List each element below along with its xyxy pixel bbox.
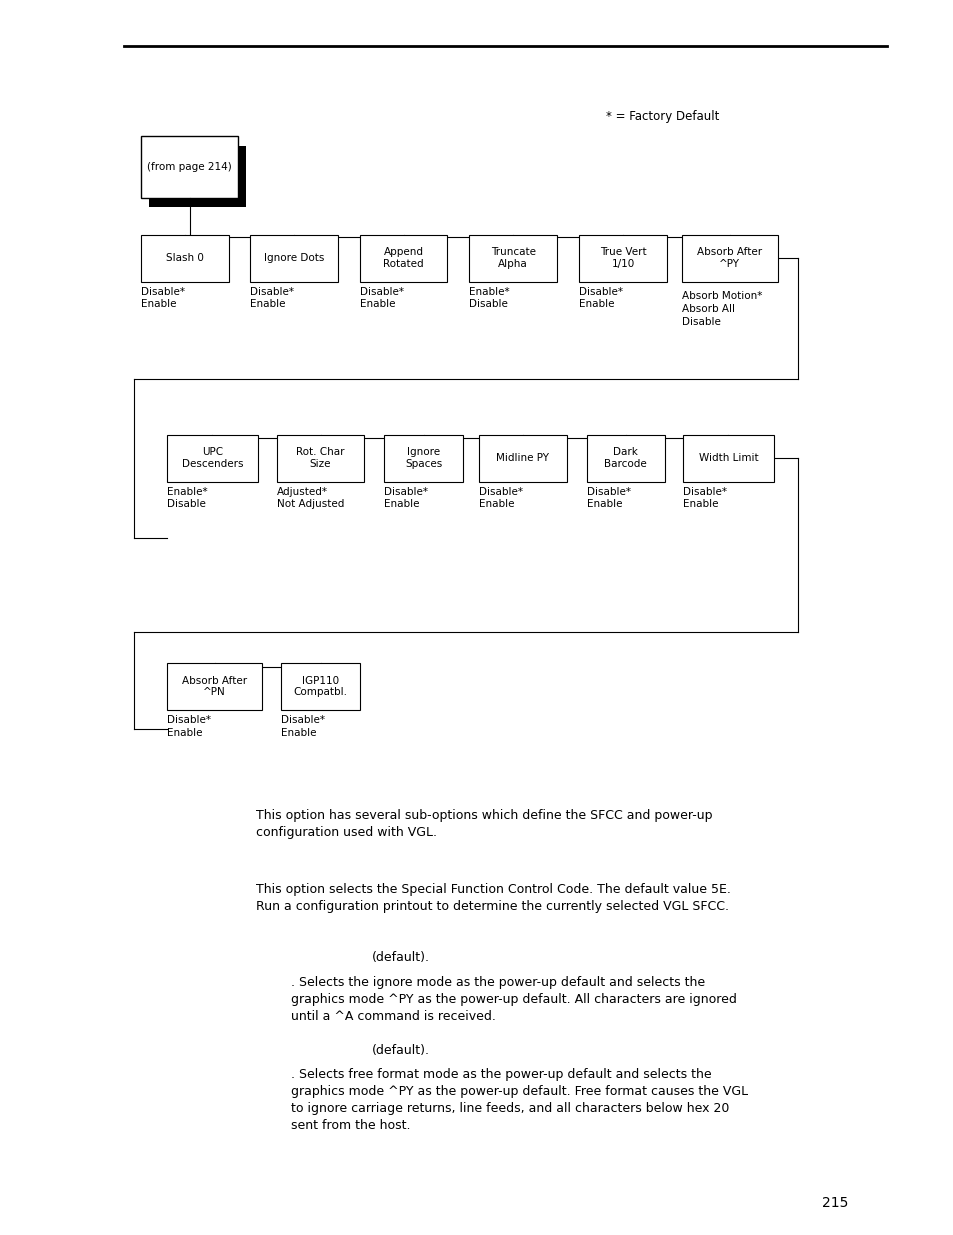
FancyBboxPatch shape <box>167 663 262 710</box>
Text: True Vert
1/10: True Vert 1/10 <box>599 247 645 269</box>
Text: Disable*
Enable: Disable* Enable <box>359 287 403 309</box>
Text: Disable*
Enable: Disable* Enable <box>281 715 325 737</box>
Text: (default).: (default). <box>372 1044 430 1057</box>
Text: Adjusted*
Not Adjusted: Adjusted* Not Adjusted <box>276 487 344 509</box>
Text: UPC
Descenders: UPC Descenders <box>181 447 243 469</box>
FancyBboxPatch shape <box>578 235 666 282</box>
Text: Absorb After
^PY: Absorb After ^PY <box>697 247 761 269</box>
Text: Ignore Dots: Ignore Dots <box>263 253 324 263</box>
Text: Truncate
Alpha: Truncate Alpha <box>490 247 536 269</box>
FancyBboxPatch shape <box>681 235 777 282</box>
Text: Disable*
Enable: Disable* Enable <box>384 487 428 509</box>
Text: This option has several sub-options which define the SFCC and power-up
configura: This option has several sub-options whic… <box>255 809 712 839</box>
FancyBboxPatch shape <box>469 235 557 282</box>
Text: Enable*
Disable: Enable* Disable <box>469 287 510 309</box>
FancyBboxPatch shape <box>141 235 229 282</box>
Text: Append
Rotated: Append Rotated <box>383 247 423 269</box>
Text: (default).: (default). <box>372 951 430 965</box>
FancyBboxPatch shape <box>276 435 364 482</box>
Text: (from page 214): (from page 214) <box>148 162 232 172</box>
Text: * = Factory Default: * = Factory Default <box>605 110 719 122</box>
Text: . Selects free format mode as the power-up default and selects the
graphics mode: . Selects free format mode as the power-… <box>291 1068 747 1132</box>
Text: Slash 0: Slash 0 <box>166 253 204 263</box>
FancyBboxPatch shape <box>478 435 566 482</box>
Text: IGP110
Compatbl.: IGP110 Compatbl. <box>294 676 347 698</box>
Text: Rot. Char
Size: Rot. Char Size <box>296 447 344 469</box>
FancyBboxPatch shape <box>281 663 359 710</box>
Text: . Selects the ignore mode as the power-up default and selects the
graphics mode : . Selects the ignore mode as the power-u… <box>291 976 736 1023</box>
FancyBboxPatch shape <box>384 435 462 482</box>
Text: Disable*
Enable: Disable* Enable <box>167 715 211 737</box>
Text: Disable*
Enable: Disable* Enable <box>682 487 726 509</box>
Text: 215: 215 <box>821 1195 848 1210</box>
Text: Absorb Motion*
Absorb All
Disable: Absorb Motion* Absorb All Disable <box>681 291 761 327</box>
Text: Width Limit: Width Limit <box>698 453 758 463</box>
Text: Midline PY: Midline PY <box>496 453 549 463</box>
Text: Absorb After
^PN: Absorb After ^PN <box>182 676 247 698</box>
Text: Dark
Barcode: Dark Barcode <box>604 447 646 469</box>
FancyBboxPatch shape <box>682 435 773 482</box>
FancyBboxPatch shape <box>359 235 447 282</box>
Text: Enable*
Disable: Enable* Disable <box>167 487 208 509</box>
Text: Disable*
Enable: Disable* Enable <box>250 287 294 309</box>
FancyBboxPatch shape <box>586 435 664 482</box>
Text: Disable*
Enable: Disable* Enable <box>586 487 630 509</box>
Text: Disable*
Enable: Disable* Enable <box>141 287 185 309</box>
Text: Disable*
Enable: Disable* Enable <box>478 487 522 509</box>
Text: This option selects the Special Function Control Code. The default value 5E.
Run: This option selects the Special Function… <box>255 883 730 913</box>
FancyBboxPatch shape <box>141 136 238 198</box>
Text: Ignore
Spaces: Ignore Spaces <box>404 447 442 469</box>
FancyBboxPatch shape <box>167 435 257 482</box>
FancyBboxPatch shape <box>250 235 337 282</box>
FancyBboxPatch shape <box>149 146 246 207</box>
Text: Disable*
Enable: Disable* Enable <box>578 287 622 309</box>
